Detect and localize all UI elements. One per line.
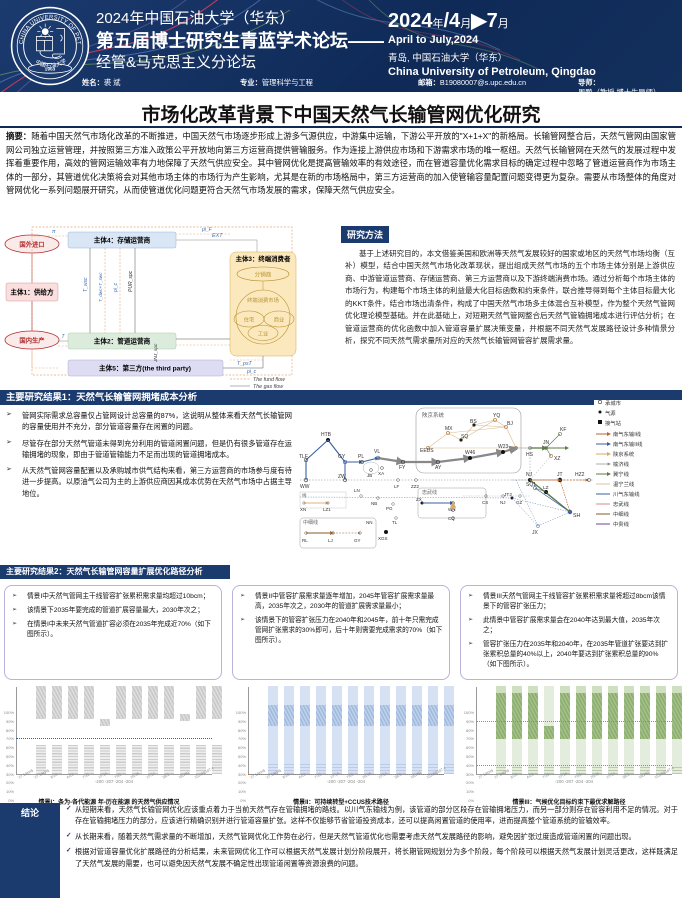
svg-text:LJ: LJ xyxy=(328,538,333,543)
svg-text:南气东输II线: 南气东输II线 xyxy=(613,440,643,448)
svg-text:NN: NN xyxy=(366,520,373,525)
svg-text:pi_c: pi_c xyxy=(113,282,119,293)
svg-text:线: 线 xyxy=(302,492,307,498)
svg-text:JX: JX xyxy=(532,530,539,536)
svg-text:主体4：存储运营商: 主体4：存储运营商 xyxy=(94,236,151,245)
svg-text:ZZ2: ZZ2 xyxy=(411,484,419,489)
svg-text:JB: JB xyxy=(367,473,372,478)
svg-text:CS: CS xyxy=(482,500,488,505)
svg-text:TL: TL xyxy=(392,520,398,525)
svg-text:工业: 工业 xyxy=(258,330,268,338)
svg-text:RL: RL xyxy=(302,538,308,543)
svg-text:T_dwc+T_swc: T_dwc+T_swc xyxy=(98,272,103,302)
svg-text:主体5：第三方(the third party): 主体5：第三方(the third party) xyxy=(99,364,191,373)
svg-text:住宅: 住宅 xyxy=(244,316,254,324)
svg-text:ZW: ZW xyxy=(338,474,346,480)
svg-text:pi_F: pi_F xyxy=(201,227,213,233)
svg-text:XZ: XZ xyxy=(554,456,560,462)
svg-text:中细线: 中细线 xyxy=(613,510,630,518)
svg-text:冀宁线: 冀宁线 xyxy=(613,470,630,478)
svg-text:T: T xyxy=(61,334,65,340)
svg-text:BS: BS xyxy=(470,419,477,425)
svg-text:SH: SH xyxy=(573,513,580,519)
svg-text:MX: MX xyxy=(445,426,453,432)
svg-text:LZ: LZ xyxy=(543,485,549,491)
svg-text:JNJ_spc: JNJ_spc xyxy=(153,343,159,363)
svg-text:川气东输线: 川气东输线 xyxy=(613,490,640,498)
svg-text:JT: JT xyxy=(557,472,563,478)
svg-text:AY: AY xyxy=(435,465,442,471)
svg-text:PL: PL xyxy=(358,454,364,460)
svg-text:终端消费市场: 终端消费市场 xyxy=(247,296,279,304)
svg-text:T_psT: T_psT xyxy=(237,361,253,367)
svg-text:BJ: BJ xyxy=(507,421,513,427)
svg-text:忠武线: 忠武线 xyxy=(613,500,630,508)
svg-text:LF: LF xyxy=(394,484,400,489)
svg-text:主体2：管道运营商: 主体2：管道运营商 xyxy=(94,337,151,346)
svg-text:PUR_spc: PUR_spc xyxy=(128,270,134,292)
svg-text:ZX: ZX xyxy=(416,497,422,502)
svg-text:The fund flow: The fund flow xyxy=(253,377,286,383)
svg-text:π: π xyxy=(52,229,56,235)
svg-text:W23: W23 xyxy=(498,444,509,450)
svg-text:XN: XN xyxy=(300,507,306,512)
svg-text:EEDS: EEDS xyxy=(420,448,434,454)
svg-text:NB: NB xyxy=(371,501,377,506)
svg-text:XGS: XGS xyxy=(378,536,388,541)
svg-text:中贵线: 中贵线 xyxy=(613,520,630,528)
svg-text:分销商: 分销商 xyxy=(255,271,272,279)
svg-text:GY: GY xyxy=(354,538,361,543)
svg-text:接气站: 接气站 xyxy=(605,419,622,427)
svg-text:忠武线: 忠武线 xyxy=(422,489,437,496)
svg-text:T_wsc: T_wsc xyxy=(83,277,89,292)
svg-text:南气东输I线: 南气东输I线 xyxy=(613,430,642,438)
svg-text:pi_c: pi_c xyxy=(246,369,257,375)
svg-text:陕京系统: 陕京系统 xyxy=(613,450,635,458)
svg-text:GZ: GZ xyxy=(516,500,523,505)
svg-text:GY: GY xyxy=(338,454,346,460)
svg-text:KF: KF xyxy=(560,427,566,433)
svg-text:承城市: 承城市 xyxy=(605,400,622,407)
svg-text:PG: PG xyxy=(386,506,393,511)
svg-text:中细线: 中细线 xyxy=(303,519,318,526)
svg-text:榆济线: 榆济线 xyxy=(613,460,630,468)
svg-text:FY: FY xyxy=(399,465,406,471)
svg-text:LZ1: LZ1 xyxy=(323,507,331,512)
svg-text:NJ: NJ xyxy=(500,500,506,505)
svg-text:商业: 商业 xyxy=(274,316,284,324)
svg-text:国内生产: 国内生产 xyxy=(19,336,44,345)
svg-text:HZ2: HZ2 xyxy=(575,472,585,478)
svg-text:温宁兰线: 温宁兰线 xyxy=(613,480,635,488)
svg-text:NJ: NJ xyxy=(526,472,533,478)
svg-text:气源: 气源 xyxy=(605,409,616,417)
svg-text:VL: VL xyxy=(374,449,380,455)
svg-text:SQ1: SQ1 xyxy=(526,482,536,488)
svg-text:W46: W46 xyxy=(465,450,476,456)
svg-text:HTB: HTB xyxy=(321,432,332,438)
svg-text:主体3：终端消费者: 主体3：终端消费者 xyxy=(236,254,291,263)
svg-text:WW: WW xyxy=(300,484,310,490)
svg-text:SQ: SQ xyxy=(461,434,468,440)
svg-text:JT2: JT2 xyxy=(504,492,512,498)
svg-text:YQ: YQ xyxy=(493,413,500,419)
svg-text:主体1：供给方: 主体1：供给方 xyxy=(10,288,54,297)
svg-text:LN: LN xyxy=(354,488,360,493)
svg-text:XA: XA xyxy=(378,471,385,476)
svg-text:陕京系统: 陕京系统 xyxy=(422,411,445,419)
